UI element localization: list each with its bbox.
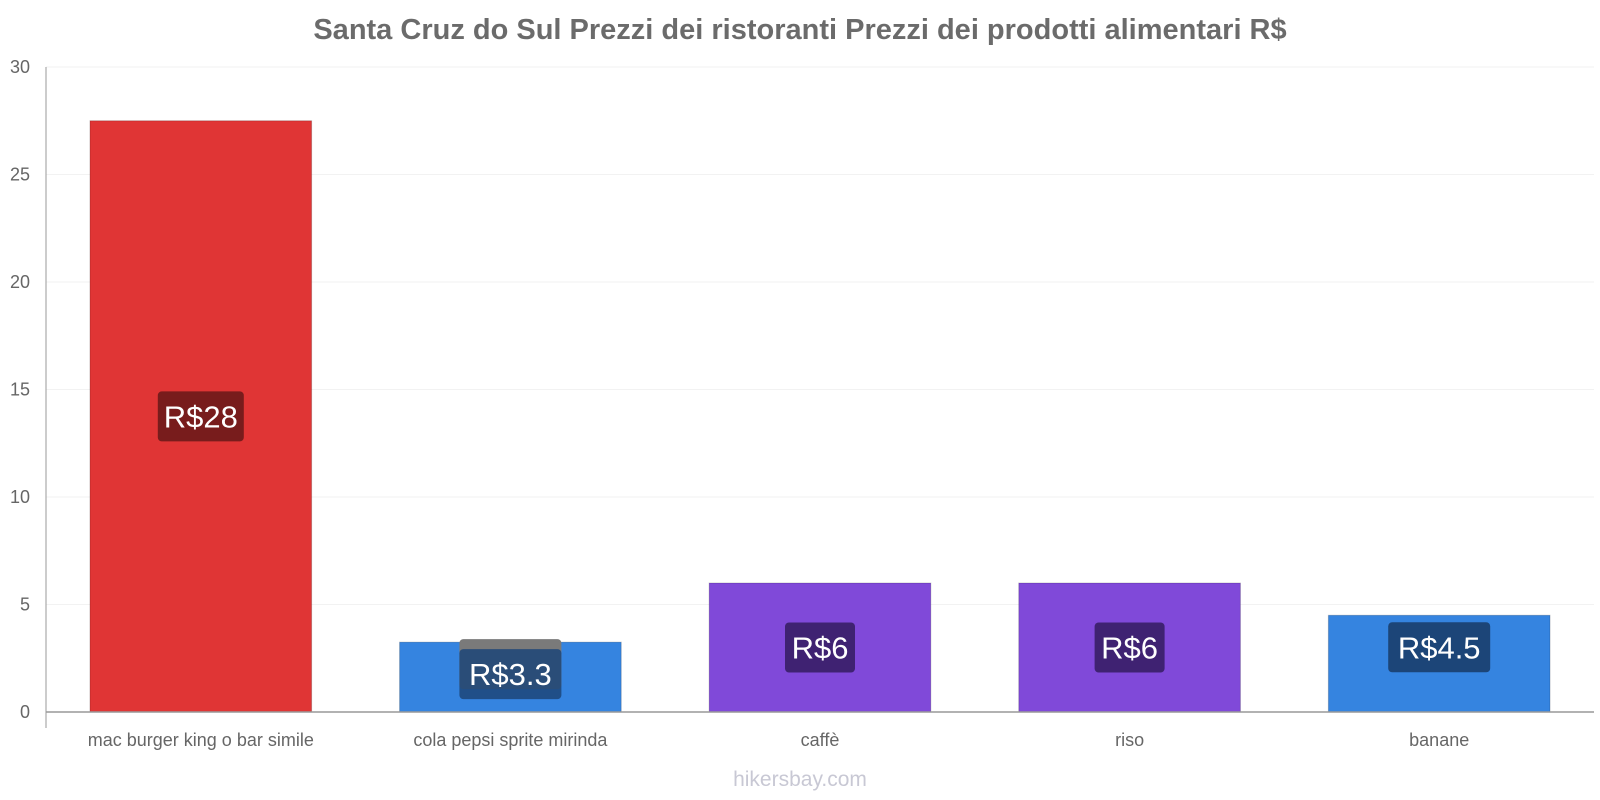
data-label: R$3.3: [459, 639, 562, 700]
data-label-text: R$6: [792, 631, 849, 666]
x-category-label: caffè: [801, 730, 840, 750]
y-tick-label: 0: [20, 702, 30, 722]
data-label-bg: [785, 622, 855, 673]
data-label-text: R$6: [1101, 631, 1158, 666]
chart-title: Santa Cruz do Sul Prezzi dei ristoranti …: [313, 14, 1287, 46]
x-category-label: mac burger king o bar simile: [88, 730, 314, 750]
data-labels: R$28 R$3.3 R$6 R$6 R$4.5: [157, 391, 1491, 700]
y-tick-label: 10: [10, 487, 30, 507]
data-label: R$28: [157, 391, 244, 442]
data-label-bg: [1388, 622, 1491, 673]
x-category-label: banane: [1409, 730, 1469, 750]
y-tick-label: 15: [10, 380, 30, 400]
bar: [89, 120, 313, 713]
watermark: hikersbay.com: [733, 768, 867, 791]
x-category-label: riso: [1115, 730, 1144, 750]
data-label-text: R$28: [164, 399, 238, 434]
axes: 0 5 10 15 20 25 30 mac burger king o bar simile…: [10, 57, 1594, 750]
data-label-text: R$4.5: [1398, 630, 1481, 665]
x-category-label: cola pepsi sprite mirinda: [413, 730, 608, 750]
y-tick-label: 30: [10, 57, 30, 77]
y-tick-label: 25: [10, 165, 30, 185]
data-label-bg: [157, 391, 244, 442]
data-label: R$4.5: [1388, 622, 1491, 673]
data-label: R$6: [1094, 622, 1165, 673]
bars: [89, 120, 1551, 713]
data-label-text: R$3.3: [469, 657, 552, 692]
data-label: R$6: [785, 622, 855, 673]
y-tick-label: 5: [20, 595, 30, 615]
data-label-bg: [459, 649, 562, 700]
y-tick-label: 20: [10, 272, 30, 292]
data-label-bg: [1094, 622, 1165, 673]
